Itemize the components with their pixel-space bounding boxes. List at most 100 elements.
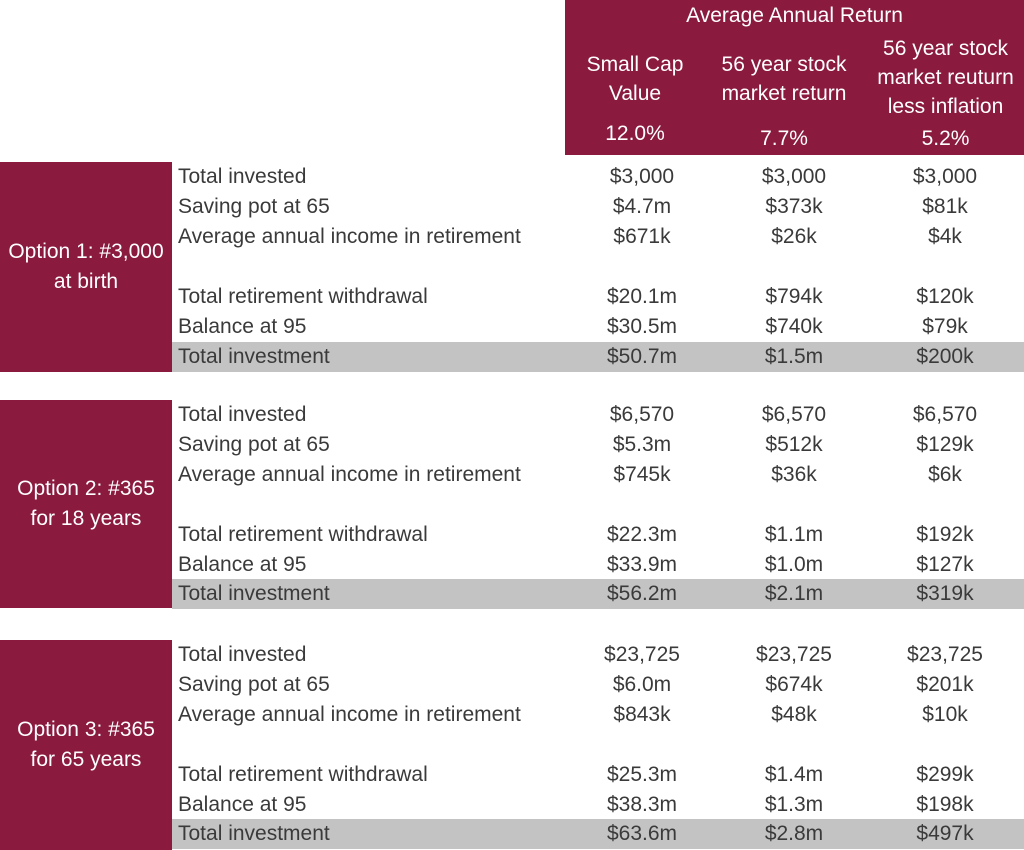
table-row: Total retirement withdrawal $20.1m $794k… xyxy=(172,282,1024,312)
option-3-label-block: Option 3: #365 for 65 years xyxy=(0,640,172,850)
cell-less-inflation: $198k xyxy=(916,793,974,816)
cell-less-inflation: $4k xyxy=(928,225,962,248)
table-row: Saving pot at 65 $5.3m $512k $129k xyxy=(172,430,1024,460)
cell-stock-market: $512k xyxy=(765,433,823,456)
cell-small-cap: $20.1m xyxy=(606,285,678,308)
cell-stock-market: $26k xyxy=(771,225,817,248)
cell-less-inflation: $6k xyxy=(928,463,962,486)
table-row: Total retirement withdrawal $22.3m $1.1m… xyxy=(172,520,1024,550)
table-row: Balance at 95 $33.9m $1.0m $127k xyxy=(172,550,1024,580)
cell-small-cap: $30.5m xyxy=(606,315,678,338)
table-row: Average annual income in retirement $843… xyxy=(172,700,1024,730)
cell-less-inflation: $3,000 xyxy=(912,165,978,188)
column-rate: 5.2% xyxy=(921,127,970,150)
row-label: Total retirement withdrawal xyxy=(178,523,428,546)
column-header-stock-market: 56 year stock market return 7.7% xyxy=(705,50,863,150)
row-label: Balance at 95 xyxy=(178,315,307,338)
cell-stock-market: $1.0m xyxy=(764,553,824,576)
cell-small-cap: $38.3m xyxy=(606,793,678,816)
option-1-label-block: Option 1: #3,000 at birth xyxy=(0,162,172,372)
row-label: Average annual income in retirement xyxy=(178,463,521,486)
column-header-small-cap: Small Cap Value 12.0% xyxy=(565,50,705,145)
cell-small-cap: $63.6m xyxy=(606,822,678,845)
total-row: Total investment $63.6m $2.8m $497k xyxy=(172,819,1024,849)
table-row: Total invested $3,000 $3,000 $3,000 xyxy=(172,162,1024,192)
column-name: Small Cap Value xyxy=(586,53,684,105)
cell-stock-market: $6,570 xyxy=(761,403,827,426)
cell-small-cap: $745k xyxy=(613,463,671,486)
cell-small-cap: $5.3m xyxy=(612,433,672,456)
cell-small-cap: $6.0m xyxy=(612,673,672,696)
cell-less-inflation: $120k xyxy=(916,285,974,308)
cell-stock-market: $794k xyxy=(765,285,823,308)
return-header: Average Annual Return Small Cap Value 12… xyxy=(565,0,1024,155)
table-row: Average annual income in retirement $671… xyxy=(172,222,1024,252)
cell-less-inflation: $6,570 xyxy=(912,403,978,426)
cell-stock-market: $48k xyxy=(771,703,817,726)
cell-stock-market: $373k xyxy=(765,195,823,218)
total-row: Total investment $56.2m $2.1m $319k xyxy=(172,579,1024,609)
cell-stock-market: $1.4m xyxy=(764,763,824,786)
row-label: Total invested xyxy=(178,165,307,188)
row-label: Total retirement withdrawal xyxy=(178,763,428,786)
row-label: Average annual income in retirement xyxy=(178,703,521,726)
row-label: Total investment xyxy=(178,345,330,368)
column-rate: 12.0% xyxy=(605,122,665,145)
cell-less-inflation: $192k xyxy=(916,523,974,546)
cell-small-cap: $22.3m xyxy=(606,523,678,546)
row-label: Balance at 95 xyxy=(178,553,307,576)
column-name: 56 year stock market reuturn less inflat… xyxy=(877,37,1014,118)
row-label: Total investment xyxy=(178,822,330,845)
column-name: 56 year stock market return xyxy=(721,53,847,105)
cell-stock-market: $1.1m xyxy=(764,523,824,546)
cell-stock-market: $36k xyxy=(771,463,817,486)
table-row: Total invested $23,725 $23,725 $23,725 xyxy=(172,640,1024,670)
row-label: Saving pot at 65 xyxy=(178,433,330,456)
cell-less-inflation: $200k xyxy=(916,345,974,368)
cell-less-inflation: $497k xyxy=(916,822,974,845)
cell-stock-market: $23,725 xyxy=(756,643,832,666)
row-label: Balance at 95 xyxy=(178,793,307,816)
total-row: Total investment $50.7m $1.5m $200k xyxy=(172,342,1024,372)
cell-stock-market: $1.5m xyxy=(764,345,824,368)
cell-stock-market: $740k xyxy=(765,315,823,338)
cell-small-cap: $843k xyxy=(613,703,671,726)
cell-small-cap: $671k xyxy=(613,225,671,248)
cell-small-cap: $23,725 xyxy=(604,643,680,666)
cell-less-inflation: $127k xyxy=(916,553,974,576)
row-label: Total investment xyxy=(178,582,330,605)
table-row: Total retirement withdrawal $25.3m $1.4m… xyxy=(172,760,1024,790)
cell-small-cap: $50.7m xyxy=(606,345,678,368)
cell-less-inflation: $79k xyxy=(922,315,968,338)
column-header-less-inflation: 56 year stock market reuturn less inflat… xyxy=(867,34,1024,150)
cell-stock-market: $2.1m xyxy=(764,582,824,605)
option-label: Option 1: #3,000 at birth xyxy=(8,240,164,293)
cell-small-cap: $25.3m xyxy=(606,763,678,786)
cell-less-inflation: $10k xyxy=(922,703,968,726)
row-label: Total invested xyxy=(178,403,307,426)
cell-stock-market: $1.3m xyxy=(764,793,824,816)
row-label: Total invested xyxy=(178,643,307,666)
option-2-label-block: Option 2: #365 for 18 years xyxy=(0,400,172,608)
table-row: Saving pot at 65 $6.0m $674k $201k xyxy=(172,670,1024,700)
cell-stock-market: $674k xyxy=(765,673,823,696)
table-row: Saving pot at 65 $4.7m $373k $81k xyxy=(172,192,1024,222)
row-label: Total retirement withdrawal xyxy=(178,285,428,308)
row-label: Saving pot at 65 xyxy=(178,195,330,218)
cell-small-cap: $33.9m xyxy=(606,553,678,576)
table-row: Total invested $6,570 $6,570 $6,570 xyxy=(172,400,1024,430)
header-title: Average Annual Return xyxy=(686,4,903,27)
option-label: Option 2: #365 for 18 years xyxy=(17,477,155,530)
cell-stock-market: $3,000 xyxy=(761,165,827,188)
cell-less-inflation: $299k xyxy=(916,763,974,786)
cell-less-inflation: $201k xyxy=(916,673,974,696)
cell-small-cap: $3,000 xyxy=(609,165,675,188)
cell-less-inflation: $319k xyxy=(916,582,974,605)
table-row: Balance at 95 $38.3m $1.3m $198k xyxy=(172,790,1024,820)
table-row: Balance at 95 $30.5m $740k $79k xyxy=(172,312,1024,342)
cell-small-cap: $56.2m xyxy=(606,582,678,605)
cell-small-cap: $6,570 xyxy=(609,403,675,426)
cell-small-cap: $4.7m xyxy=(612,195,672,218)
cell-less-inflation: $129k xyxy=(916,433,974,456)
row-label: Saving pot at 65 xyxy=(178,673,330,696)
